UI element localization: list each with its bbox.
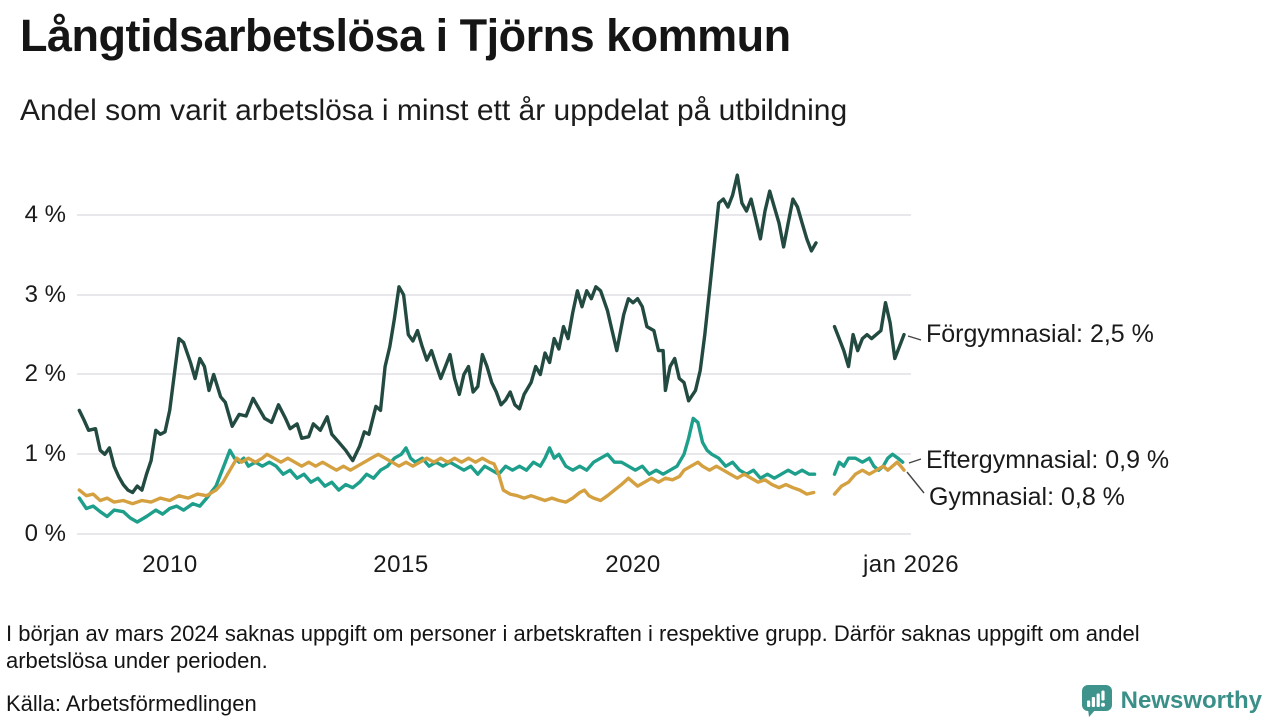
source-credit: Källa: Arbetsförmedlingen	[6, 691, 257, 716]
x-tick-2010: 2010	[142, 551, 198, 578]
series-label-forgymnasial: Förgymnasial: 2,5 %	[926, 320, 1154, 348]
series-label-gymnasial: Gymnasial: 0,8 %	[929, 483, 1125, 511]
label-connector-gymnasial	[906, 471, 925, 494]
series-line-gymnasial	[832, 460, 906, 496]
series-lines-group	[77, 173, 906, 524]
x-tick-2020: 2020	[605, 551, 661, 578]
gridline-3pct	[77, 294, 911, 296]
y-tick-1: 1 %	[24, 440, 66, 467]
series-line-förgymnasial	[77, 173, 818, 495]
series-line-eftergymnasial	[832, 452, 905, 476]
page-title: Långtidsarbetslösa i Tjörns kommun	[20, 10, 791, 61]
chart-subtitle: Andel som varit arbetslösa i minst ett å…	[20, 94, 848, 127]
newsworthy-logo: Newsworthy	[1081, 684, 1262, 718]
y-tick-0: 0 %	[24, 520, 66, 547]
gridline-0pct	[77, 533, 911, 535]
label-connector-forgymnasial	[907, 335, 922, 341]
series-line-eftergymnasial	[77, 416, 817, 524]
y-tick-3: 3 %	[24, 281, 66, 308]
gridline-4pct	[77, 214, 911, 216]
x-tick-jan2026: jan 2026	[862, 551, 960, 578]
series-label-eftergymnasial: Eftergymnasial: 0,9 %	[926, 446, 1170, 474]
series-line-gymnasial	[77, 452, 816, 506]
data-gap-footnote: I början av mars 2024 saknas uppgift om …	[6, 621, 1140, 673]
gridline-1pct	[77, 453, 911, 455]
y-tick-4: 4 %	[24, 201, 66, 228]
newsworthy-logo-text: Newsworthy	[1120, 687, 1262, 714]
label-connector-eftergymnasial	[908, 458, 922, 464]
gridline-2pct	[77, 373, 911, 375]
newsworthy-chart-bubble-icon	[1081, 685, 1112, 717]
x-tick-2015: 2015	[373, 551, 429, 578]
series-line-förgymnasial	[832, 301, 906, 369]
y-tick-2: 2 %	[24, 360, 66, 387]
